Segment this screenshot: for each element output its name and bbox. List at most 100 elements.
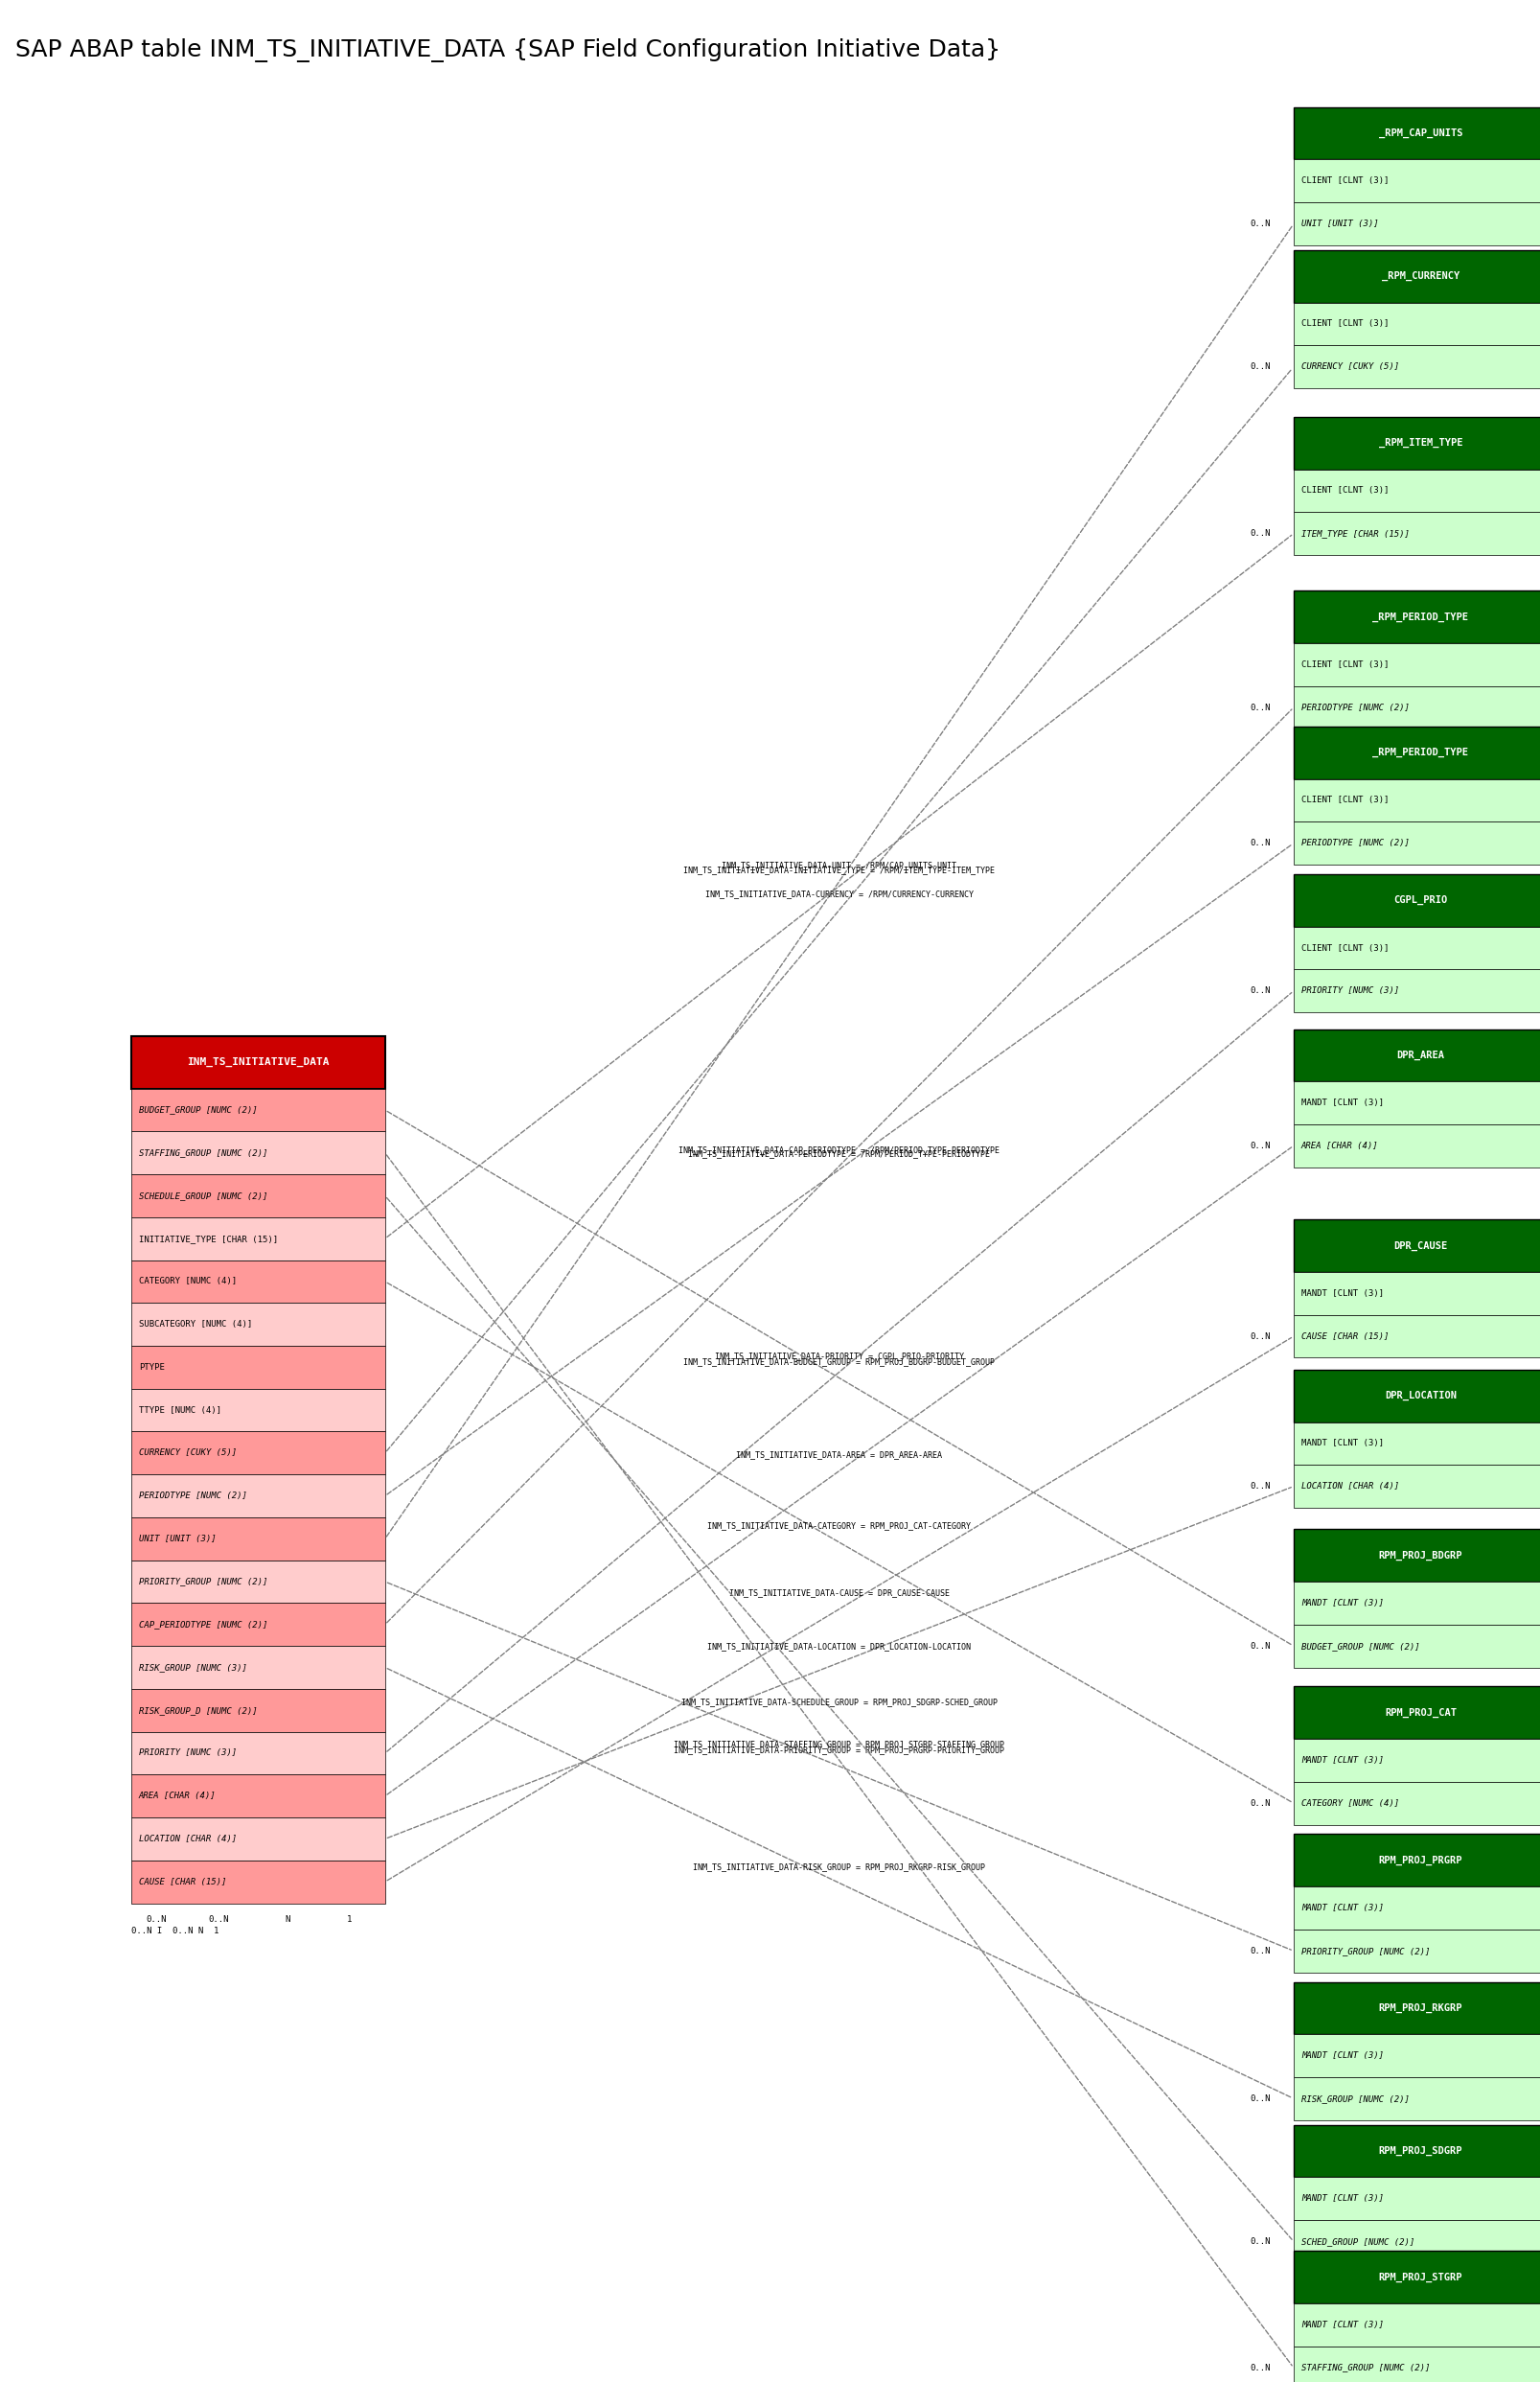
Text: ITEM_TYPE [CHAR (15)]: ITEM_TYPE [CHAR (15)]: [1301, 529, 1409, 538]
Text: 0..N: 0..N: [1250, 362, 1270, 372]
Text: RPM_PROJ_BDGRP: RPM_PROJ_BDGRP: [1378, 1551, 1463, 1560]
Text: MANDT [CLNT (3)]: MANDT [CLNT (3)]: [1301, 2194, 1384, 2203]
Text: MANDT [CLNT (3)]: MANDT [CLNT (3)]: [1301, 1598, 1384, 1608]
Text: 0..N: 0..N: [1250, 1141, 1270, 1151]
Text: AREA [CHAR (4)]: AREA [CHAR (4)]: [139, 1791, 216, 1801]
Text: INM_TS_INITIATIVE_DATA-STAFFING_GROUP = RPM_PROJ_STGRP-STAFFING_GROUP: INM_TS_INITIATIVE_DATA-STAFFING_GROUP = …: [675, 1739, 1004, 1748]
Text: INM_TS_INITIATIVE_DATA-BUDGET_GROUP = RPM_PROJ_BDGRP-BUDGET_GROUP: INM_TS_INITIATIVE_DATA-BUDGET_GROUP = RP…: [684, 1358, 995, 1367]
FancyBboxPatch shape: [1294, 2251, 1540, 2303]
Text: SUBCATEGORY [NUMC (4)]: SUBCATEGORY [NUMC (4)]: [139, 1320, 253, 1329]
Text: 0..N I  0..N N  1: 0..N I 0..N N 1: [131, 1927, 219, 1937]
Text: RPM_PROJ_SDGRP: RPM_PROJ_SDGRP: [1378, 2146, 1463, 2156]
FancyBboxPatch shape: [1294, 417, 1540, 469]
Text: SCHEDULE_GROUP [NUMC (2)]: SCHEDULE_GROUP [NUMC (2)]: [139, 1191, 268, 1201]
FancyBboxPatch shape: [131, 1303, 385, 1346]
Text: INM_TS_INITIATIVE_DATA: INM_TS_INITIATIVE_DATA: [186, 1058, 330, 1067]
Text: CURRENCY [CUKY (5)]: CURRENCY [CUKY (5)]: [139, 1448, 237, 1458]
Text: PERIODTYPE [NUMC (2)]: PERIODTYPE [NUMC (2)]: [1301, 703, 1409, 712]
FancyBboxPatch shape: [131, 1389, 385, 1432]
Text: INM_TS_INITIATIVE_DATA-CAP_PERIODTYPE = /RPM/PERIOD_TYPE-PERIODTYPE: INM_TS_INITIATIVE_DATA-CAP_PERIODTYPE = …: [679, 1146, 999, 1155]
Text: CLIENT [CLNT (3)]: CLIENT [CLNT (3)]: [1301, 176, 1389, 186]
Text: _RPM_ITEM_TYPE: _RPM_ITEM_TYPE: [1378, 438, 1463, 448]
FancyBboxPatch shape: [1294, 779, 1540, 822]
Text: INM_TS_INITIATIVE_DATA-AREA = DPR_AREA-AREA: INM_TS_INITIATIVE_DATA-AREA = DPR_AREA-A…: [736, 1451, 942, 1458]
Text: INM_TS_INITIATIVE_DATA-PERIODTYPE = /RPM/PERIOD_TYPE-PERIODTYPE: INM_TS_INITIATIVE_DATA-PERIODTYPE = /RPM…: [688, 1148, 990, 1158]
Text: CURRENCY [CUKY (5)]: CURRENCY [CUKY (5)]: [1301, 362, 1400, 372]
Text: DPR_CAUSE: DPR_CAUSE: [1394, 1241, 1448, 1251]
Text: PERIODTYPE [NUMC (2)]: PERIODTYPE [NUMC (2)]: [139, 1491, 246, 1501]
FancyBboxPatch shape: [131, 1817, 385, 1860]
Text: 0..N: 0..N: [1250, 986, 1270, 996]
Text: MANDT [CLNT (3)]: MANDT [CLNT (3)]: [1301, 2051, 1384, 2060]
Text: INM_TS_INITIATIVE_DATA-CURRENCY = /RPM/CURRENCY-CURRENCY: INM_TS_INITIATIVE_DATA-CURRENCY = /RPM/C…: [705, 888, 973, 898]
FancyBboxPatch shape: [1294, 1465, 1540, 1508]
Text: 0..N: 0..N: [1250, 1482, 1270, 1491]
FancyBboxPatch shape: [1294, 1686, 1540, 1739]
Text: 0..N: 0..N: [1250, 1798, 1270, 1808]
Text: 0..N: 0..N: [1250, 1946, 1270, 1956]
Text: _RPM_CURRENCY: _RPM_CURRENCY: [1381, 272, 1460, 281]
Text: INM_TS_INITIATIVE_DATA-SCHEDULE_GROUP = RPM_PROJ_SDGRP-SCHED_GROUP: INM_TS_INITIATIVE_DATA-SCHEDULE_GROUP = …: [681, 1698, 998, 1706]
Text: _RPM_CAP_UNITS: _RPM_CAP_UNITS: [1378, 129, 1463, 138]
FancyBboxPatch shape: [131, 1432, 385, 1474]
FancyBboxPatch shape: [1294, 1929, 1540, 1972]
FancyBboxPatch shape: [1294, 1124, 1540, 1167]
Text: INITIATIVE_TYPE [CHAR (15)]: INITIATIVE_TYPE [CHAR (15)]: [139, 1234, 277, 1243]
FancyBboxPatch shape: [1294, 1081, 1540, 1124]
FancyBboxPatch shape: [1294, 107, 1540, 160]
Text: AREA [CHAR (4)]: AREA [CHAR (4)]: [1301, 1141, 1378, 1151]
Text: STAFFING_GROUP [NUMC (2)]: STAFFING_GROUP [NUMC (2)]: [1301, 2363, 1431, 2372]
FancyBboxPatch shape: [1294, 1370, 1540, 1422]
FancyBboxPatch shape: [1294, 2034, 1540, 2077]
Text: PTYPE: PTYPE: [139, 1363, 165, 1372]
FancyBboxPatch shape: [1294, 2303, 1540, 2346]
Text: RPM_PROJ_PRGRP: RPM_PROJ_PRGRP: [1378, 1856, 1463, 1865]
Text: 0..N: 0..N: [1250, 2237, 1270, 2246]
Text: LOCATION [CHAR (4)]: LOCATION [CHAR (4)]: [1301, 1482, 1400, 1491]
FancyBboxPatch shape: [1294, 1029, 1540, 1081]
FancyBboxPatch shape: [1294, 1529, 1540, 1582]
Text: PRIORITY_GROUP [NUMC (2)]: PRIORITY_GROUP [NUMC (2)]: [139, 1577, 268, 1586]
Text: BUDGET_GROUP [NUMC (2)]: BUDGET_GROUP [NUMC (2)]: [139, 1105, 257, 1115]
Text: MANDT [CLNT (3)]: MANDT [CLNT (3)]: [1301, 1098, 1384, 1108]
Text: TTYPE [NUMC (4)]: TTYPE [NUMC (4)]: [139, 1405, 222, 1415]
Text: MANDT [CLNT (3)]: MANDT [CLNT (3)]: [1301, 1439, 1384, 1448]
Text: INM_TS_INITIATIVE_DATA-INITIATIVE_TYPE = /RPM/ITEM_TYPE-ITEM_TYPE: INM_TS_INITIATIVE_DATA-INITIATIVE_TYPE =…: [684, 865, 995, 874]
Text: PRIORITY [NUMC (3)]: PRIORITY [NUMC (3)]: [139, 1748, 237, 1758]
Text: 0..N: 0..N: [1250, 219, 1270, 229]
Text: 0..N: 0..N: [1250, 1332, 1270, 1341]
Text: BUDGET_GROUP [NUMC (2)]: BUDGET_GROUP [NUMC (2)]: [1301, 1641, 1420, 1651]
FancyBboxPatch shape: [1294, 727, 1540, 779]
Text: 1: 1: [346, 1915, 351, 1925]
FancyBboxPatch shape: [1294, 512, 1540, 555]
Text: 0..N: 0..N: [1250, 529, 1270, 538]
Text: CLIENT [CLNT (3)]: CLIENT [CLNT (3)]: [1301, 660, 1389, 669]
FancyBboxPatch shape: [131, 1517, 385, 1560]
Text: LOCATION [CHAR (4)]: LOCATION [CHAR (4)]: [139, 1834, 237, 1844]
Text: INM_TS_INITIATIVE_DATA-UNIT = /RPM/CAP_UNITS-UNIT: INM_TS_INITIATIVE_DATA-UNIT = /RPM/CAP_U…: [722, 860, 956, 869]
FancyBboxPatch shape: [131, 1346, 385, 1389]
Text: PERIODTYPE [NUMC (2)]: PERIODTYPE [NUMC (2)]: [1301, 838, 1409, 848]
Text: CAP_PERIODTYPE [NUMC (2)]: CAP_PERIODTYPE [NUMC (2)]: [139, 1620, 268, 1629]
FancyBboxPatch shape: [1294, 469, 1540, 512]
FancyBboxPatch shape: [131, 1131, 385, 1174]
FancyBboxPatch shape: [1294, 1220, 1540, 1272]
Text: STAFFING_GROUP [NUMC (2)]: STAFFING_GROUP [NUMC (2)]: [139, 1148, 268, 1158]
Text: CAUSE [CHAR (15)]: CAUSE [CHAR (15)]: [139, 1877, 226, 1887]
Text: CLIENT [CLNT (3)]: CLIENT [CLNT (3)]: [1301, 319, 1389, 329]
Text: CLIENT [CLNT (3)]: CLIENT [CLNT (3)]: [1301, 486, 1389, 495]
Text: 0..N: 0..N: [1250, 2363, 1270, 2372]
FancyBboxPatch shape: [131, 1775, 385, 1817]
FancyBboxPatch shape: [1294, 686, 1540, 729]
Text: RISK_GROUP [NUMC (3)]: RISK_GROUP [NUMC (3)]: [139, 1663, 246, 1672]
Text: 0..N: 0..N: [1250, 2094, 1270, 2103]
Text: CLIENT [CLNT (3)]: CLIENT [CLNT (3)]: [1301, 943, 1389, 953]
Text: 0..N: 0..N: [1250, 838, 1270, 848]
Text: RISK_GROUP_D [NUMC (2)]: RISK_GROUP_D [NUMC (2)]: [139, 1706, 257, 1715]
FancyBboxPatch shape: [131, 1089, 385, 1131]
FancyBboxPatch shape: [1294, 160, 1540, 202]
Text: PRIORITY_GROUP [NUMC (2)]: PRIORITY_GROUP [NUMC (2)]: [1301, 1946, 1431, 1956]
FancyBboxPatch shape: [1294, 591, 1540, 643]
FancyBboxPatch shape: [1294, 1582, 1540, 1625]
FancyBboxPatch shape: [1294, 643, 1540, 686]
